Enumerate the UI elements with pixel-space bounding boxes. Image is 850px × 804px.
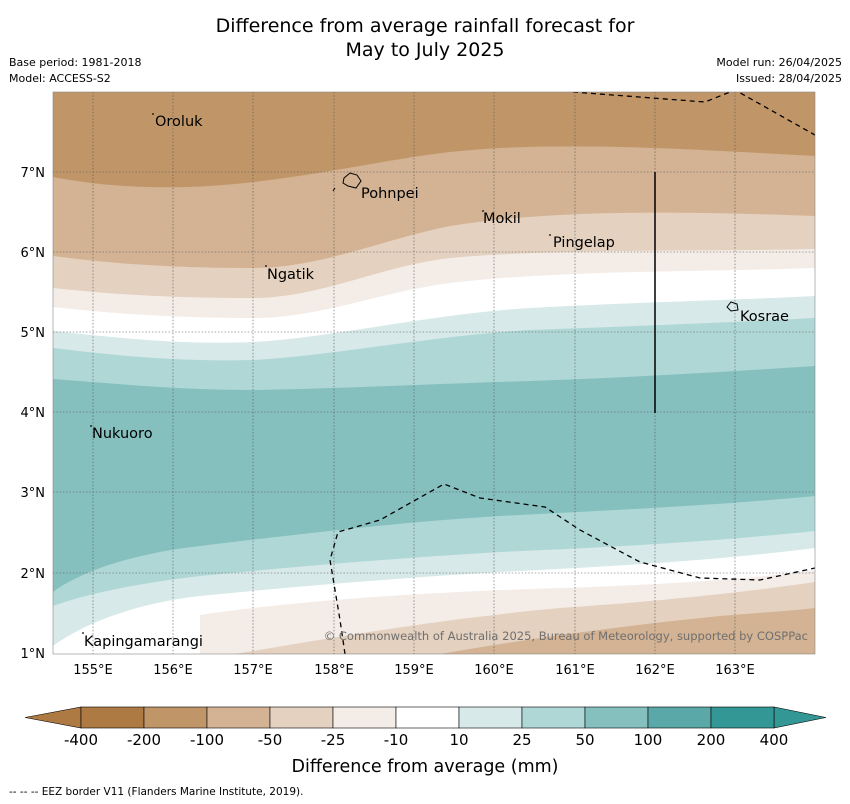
issue-info: Model run: 26/04/2025 Issued: 28/04/2025: [716, 55, 842, 87]
lon-tick-label: 163°E: [715, 663, 755, 678]
title-line-1: Difference from average rainfall forecas…: [215, 15, 635, 37]
colorbar-swatch: [80, 706, 145, 729]
lat-tick-label: 1°N: [21, 647, 46, 662]
colorbar-swatch: [458, 706, 523, 729]
colorbar-tick-labels: -400 -200 -100 -50 -25 -10 10 25 50 100 200 400: [64, 731, 788, 749]
oroluk-atoll: [152, 113, 154, 115]
colorbar-tick-label: -400: [64, 731, 98, 749]
colorbar-tick-label: -100: [190, 731, 224, 749]
ngatik-atoll: [265, 265, 267, 267]
map-frame: [52, 91, 816, 655]
place-label: Kosrae: [740, 309, 789, 325]
lon-tick-label: 157°E: [233, 663, 273, 678]
colorbar: [24, 706, 827, 729]
colorbar-tick-label: 200: [697, 731, 726, 749]
colorbar-tick-label: 10: [449, 731, 468, 749]
colorbar-swatch: [710, 706, 775, 729]
lat-tick-label: 3°N: [21, 486, 46, 501]
colorbar-swatch: [395, 706, 460, 729]
kosrae-island: [726, 301, 739, 312]
nukuoro-atoll: [90, 425, 92, 427]
lat-tick-label: 5°N: [21, 326, 46, 341]
model-run: Model run: 26/04/2025: [716, 56, 842, 69]
place-label: Mokil: [483, 211, 521, 227]
map-panel: Oroluk Pohnpei Mokil Pingelap Ngatik Kos…: [53, 92, 815, 654]
lon-tick-label: 160°E: [474, 663, 514, 678]
lon-tick-label: 156°E: [153, 663, 193, 678]
colorbar-swatch: [647, 706, 712, 729]
lon-tick-label: 161°E: [555, 663, 595, 678]
lat-tick-label: 7°N: [21, 166, 46, 181]
colorbar-label: Difference from average (mm): [291, 757, 558, 777]
band-minus-200: [53, 92, 815, 188]
lon-tick-label: 158°E: [314, 663, 354, 678]
place-label: Kapingamarangi: [84, 634, 203, 650]
lon-tick-label: 162°E: [635, 663, 675, 678]
band-plus-50: [53, 366, 815, 592]
colorbar-tick-label: 400: [760, 731, 789, 749]
colorbar-extend-low: [24, 706, 82, 729]
pingelap-atoll: [549, 234, 551, 236]
issued-date: Issued: 28/04/2025: [735, 72, 842, 85]
eez-legend-note: -- -- -- EEZ border V11 (Flanders Marine…: [9, 786, 304, 798]
title-line-2: May to July 2025: [345, 39, 505, 61]
colorbar-tick-label: -25: [321, 731, 346, 749]
eez-border: [329, 92, 815, 654]
mokil-atoll: [482, 210, 484, 212]
colorbar-swatch: [521, 706, 586, 729]
place-label: Oroluk: [155, 114, 203, 130]
colorbar-tick-label: -10: [384, 731, 409, 749]
lat-tick-label: 4°N: [21, 406, 46, 421]
colorbar-swatch: [332, 706, 397, 729]
model-name: Model: ACCESS-S2: [9, 72, 111, 85]
model-info: Base period: 1981-2018 Model: ACCESS-S2: [9, 55, 141, 87]
lon-tick-label: 155°E: [73, 663, 113, 678]
copyright-notice: © Commonwealth of Australia 2025, Bureau…: [324, 629, 808, 643]
colorbar-tick-label: 25: [512, 731, 531, 749]
chart-title: Difference from average rainfall forecas…: [0, 14, 850, 62]
kapingamarangi-atoll: [82, 632, 84, 634]
place-label: Pingelap: [553, 235, 615, 251]
colorbar-swatch: [206, 706, 271, 729]
lat-tick-label: 2°N: [21, 567, 46, 582]
colorbar-tick-label: -50: [258, 731, 283, 749]
colorbar-swatch: [269, 706, 334, 729]
colorbar-swatch: [584, 706, 649, 729]
lat-tick-label: 6°N: [21, 246, 46, 261]
colorbar-swatch: [143, 706, 208, 729]
place-label: Pohnpei: [361, 186, 419, 202]
band-minus-100-south: [440, 608, 815, 654]
colorbar-tick-label: -200: [127, 731, 161, 749]
place-label: Ngatik: [267, 267, 315, 283]
base-period: Base period: 1981-2018: [9, 56, 142, 69]
place-label: Nukuoro: [92, 426, 153, 442]
lon-tick-label: 159°E: [394, 663, 434, 678]
colorbar-tick-label: 100: [634, 731, 663, 749]
colorbar-tick-label: 50: [575, 731, 594, 749]
colorbar-extend-high: [773, 706, 827, 729]
pohnpei-atoll-mark: [332, 187, 336, 192]
pohnpei-island: [342, 172, 362, 189]
